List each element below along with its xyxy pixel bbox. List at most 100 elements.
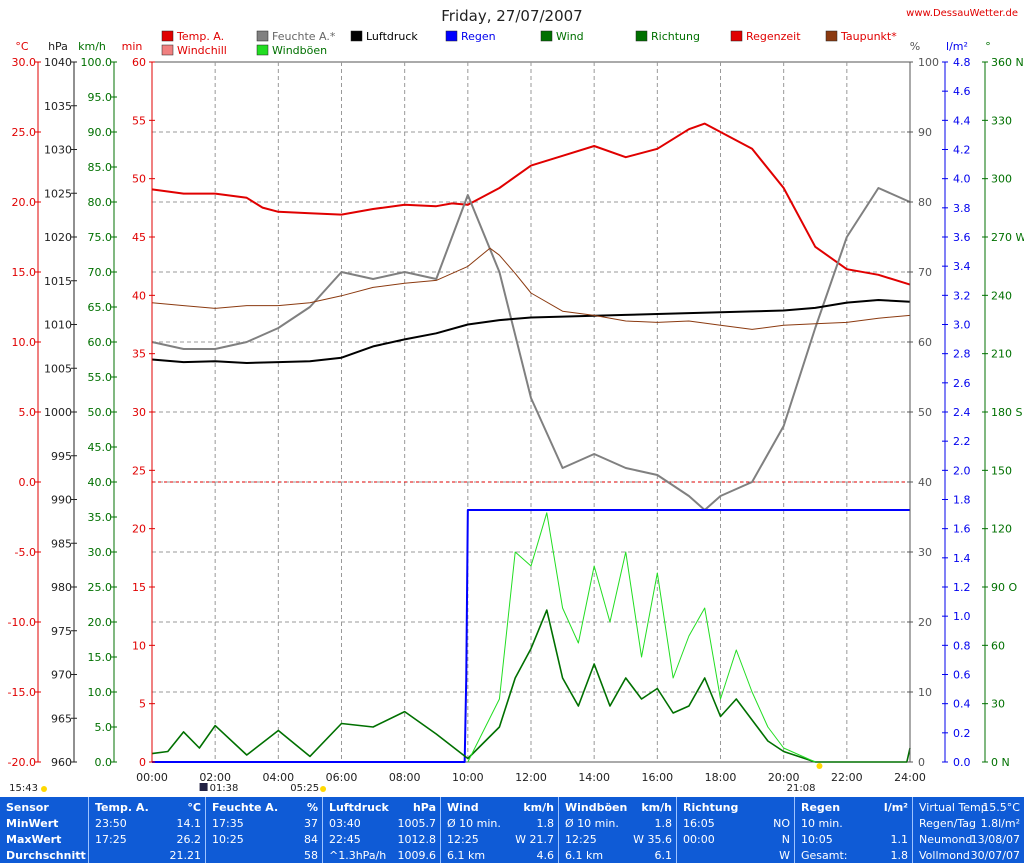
stats-temp-unit: °C <box>187 801 201 814</box>
rain-axis-label: 4.4 <box>953 114 971 127</box>
humidity-axis-label: 0 <box>918 756 925 769</box>
rain-axis-label: 2.8 <box>953 348 971 361</box>
min-axis-label: 55 <box>132 114 146 127</box>
direction-axis-label: 210 <box>991 348 1012 361</box>
direction-axis-label: 180 S <box>991 406 1022 419</box>
stats-temp-avg: 21.21 <box>169 849 202 862</box>
direction-axis-label: 0 N <box>991 756 1010 769</box>
time-label: 24:00 <box>894 771 926 784</box>
time-label: 02:00 <box>199 771 231 784</box>
stats-temp-min: 14.1 <box>176 817 202 830</box>
humidity-axis-label: 50 <box>918 406 932 419</box>
stats-temp-column: Temp. A. °C 23:50 14.1 17:25 26.2 21.21 <box>89 797 206 863</box>
site-link[interactable]: www.DessauWetter.de <box>906 8 1018 19</box>
stats-rain-column: Regen l/m² 10 min. 10:05 1.1 Gesamt: 1.8 <box>795 797 913 863</box>
min-axis-label: 60 <box>132 56 146 69</box>
legend-label: Richtung <box>651 30 700 43</box>
moonset-label: 01:38 <box>210 783 239 794</box>
stats-pressure-avg: 1009.6 <box>397 849 437 862</box>
humidity-axis-label: 40 <box>918 476 932 489</box>
wind-axis-label: 0.0 <box>95 756 113 769</box>
time-label: 08:00 <box>389 771 421 784</box>
stats-temp-max: 26.2 <box>176 833 202 846</box>
temp-axis-label: -5.0 <box>15 546 36 559</box>
chart-grid <box>151 61 911 763</box>
legend-label: Luftdruck <box>366 30 418 43</box>
sunset-icon <box>816 763 823 769</box>
stats-humidity-min-time: 17:35 <box>212 817 244 830</box>
legend-swatch <box>350 30 363 42</box>
min-axis-label: 50 <box>132 173 146 186</box>
rain-axis-label: 4.0 <box>953 173 971 186</box>
legend-label: Wind <box>556 30 584 43</box>
stats-direction-val2: N <box>781 833 790 846</box>
stats-rain-10min: 10 min. <box>801 817 843 830</box>
stats-gusts-unit: km/h <box>641 801 672 814</box>
min-axis-label: 5 <box>139 698 146 711</box>
chart-title: Friday, 27/07/2007 <box>441 7 582 25</box>
rain-axis-label: 1.2 <box>953 581 971 594</box>
legend-swatch <box>256 30 269 42</box>
stats-rain-title: Regen <box>801 801 841 814</box>
stats-rain-time: 10:05 <box>801 833 833 846</box>
pressure-axis-label: 965 <box>51 712 72 725</box>
stats-pressure-min: 1005.7 <box>397 817 437 830</box>
pressure-axis-label: 1015 <box>44 275 72 288</box>
rain-axis-label: 3.8 <box>953 202 971 215</box>
legend-swatch <box>730 30 743 42</box>
stats-pressure-min-time: 03:40 <box>329 817 361 830</box>
temp-axis-label: -15.0 <box>8 686 36 699</box>
time-label: 12:00 <box>515 771 547 784</box>
time-label: 04:00 <box>262 771 294 784</box>
rain-axis-label: 1.8 <box>953 494 971 507</box>
stats-pressure-max-time: 22:45 <box>329 833 361 846</box>
pressure-axis-label: 1000 <box>44 406 72 419</box>
stats-gusts-max-time: 12:25 <box>565 833 597 846</box>
humidity-axis-label: 100 <box>918 56 939 69</box>
min-axis-label: 15 <box>132 581 146 594</box>
stats-pressure-max: 1012.8 <box>397 833 437 846</box>
direction-axis-label: 330 <box>991 114 1012 127</box>
direction-axis-label: 30 <box>991 698 1005 711</box>
stats-gusts-max: W 35.6 <box>633 833 672 846</box>
rain-axis-label: 1.6 <box>953 523 971 536</box>
chart-axes: 30.0 25.0 20.0 15.0 10.0 5.0 0.0 -5.0 -10.0 -15.0… <box>8 40 1024 794</box>
wind-axis-label: 95.0 <box>88 91 113 104</box>
humidity-axis-label: 70 <box>918 266 932 279</box>
rain-axis-label: 0.4 <box>953 698 971 711</box>
rain-axis-label: 2.0 <box>953 464 971 477</box>
time-label: 18:00 <box>705 771 737 784</box>
stats-gusts-title: Windböen <box>565 801 628 814</box>
stats-pressure-unit: hPa <box>412 801 436 814</box>
stats-wind-unit: km/h <box>523 801 554 814</box>
time-label: 14:00 <box>578 771 610 784</box>
time-label: 00:00 <box>136 771 168 784</box>
temp-axis-label: 5.0 <box>19 406 37 419</box>
stats-humidity-max: 84 <box>304 833 318 846</box>
wind-axis-label: 75.0 <box>88 231 113 244</box>
humidity-axis-label: 90 <box>918 126 932 139</box>
time-label: 16:00 <box>641 771 673 784</box>
rain-axis-label: 3.4 <box>953 260 971 273</box>
stats-direction-time1: 16:05 <box>683 817 715 830</box>
regen-line <box>152 509 910 763</box>
legend-swatch <box>161 30 174 42</box>
wind-axis-label: 80.0 <box>88 196 113 209</box>
stats-fullmoon-label: Vollmond <box>919 849 970 862</box>
stats-gusts-avg-label: Ø 10 min. <box>565 817 619 830</box>
stats-wind-column: Wind km/h Ø 10 min. 1.8 12:25 W 21.7 6.1 km… <box>441 797 559 863</box>
rain-axis-label: 2.4 <box>953 406 971 419</box>
direction-axis-label: 360 N <box>991 56 1024 69</box>
moonset-icon <box>199 783 208 791</box>
direction-axis-label: 300 <box>991 173 1012 186</box>
legend-label: Regen <box>461 30 496 43</box>
min-axis-label: 35 <box>132 348 146 361</box>
stats-pressure-trend: ^1.3hPa/h <box>329 849 387 862</box>
stats-direction-title: Richtung <box>683 801 739 814</box>
stats-rain-day-label: Regen/Tag <box>919 817 976 830</box>
legend-swatch <box>256 44 269 56</box>
stats-humidity-avg: 58 <box>304 849 318 862</box>
sunrise-label: 05:25 <box>290 783 319 794</box>
temp-axis-label: -10.0 <box>8 616 36 629</box>
wind-axis-label: 15.0 <box>88 651 113 664</box>
